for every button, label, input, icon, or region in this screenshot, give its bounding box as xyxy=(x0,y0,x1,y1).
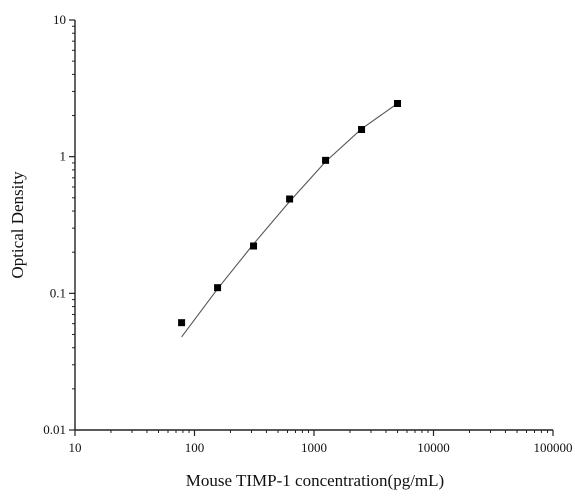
tick-labels: 10 100 1000 10000 100000 0.01 0.1 1 10 xyxy=(43,12,572,455)
data-point xyxy=(250,242,258,250)
x-tick-label: 10000 xyxy=(417,440,450,455)
x-tick-label: 100000 xyxy=(534,440,573,455)
x-tick-label: 10 xyxy=(69,440,82,455)
y-tick-label: 0.01 xyxy=(43,422,66,437)
data-point xyxy=(178,319,186,327)
data-point xyxy=(358,126,366,134)
x-tick-label: 1000 xyxy=(301,440,327,455)
fit-curve xyxy=(181,103,398,338)
data-point xyxy=(394,99,402,107)
data-point xyxy=(286,195,294,203)
fit-curve-group xyxy=(181,103,398,338)
y-tick-label: 10 xyxy=(53,12,66,27)
y-tick-label: 0.1 xyxy=(50,285,66,300)
x-tick-label: 100 xyxy=(185,440,205,455)
data-points xyxy=(178,99,402,327)
y-tick-label: 1 xyxy=(60,149,67,164)
tick-marks xyxy=(69,19,554,436)
data-point xyxy=(322,156,330,164)
y-axis-title: Optical Density xyxy=(8,171,27,279)
x-axis-title: Mouse TIMP-1 concentration(pg/mL) xyxy=(186,471,444,490)
data-point xyxy=(214,284,222,292)
axes xyxy=(74,20,553,431)
